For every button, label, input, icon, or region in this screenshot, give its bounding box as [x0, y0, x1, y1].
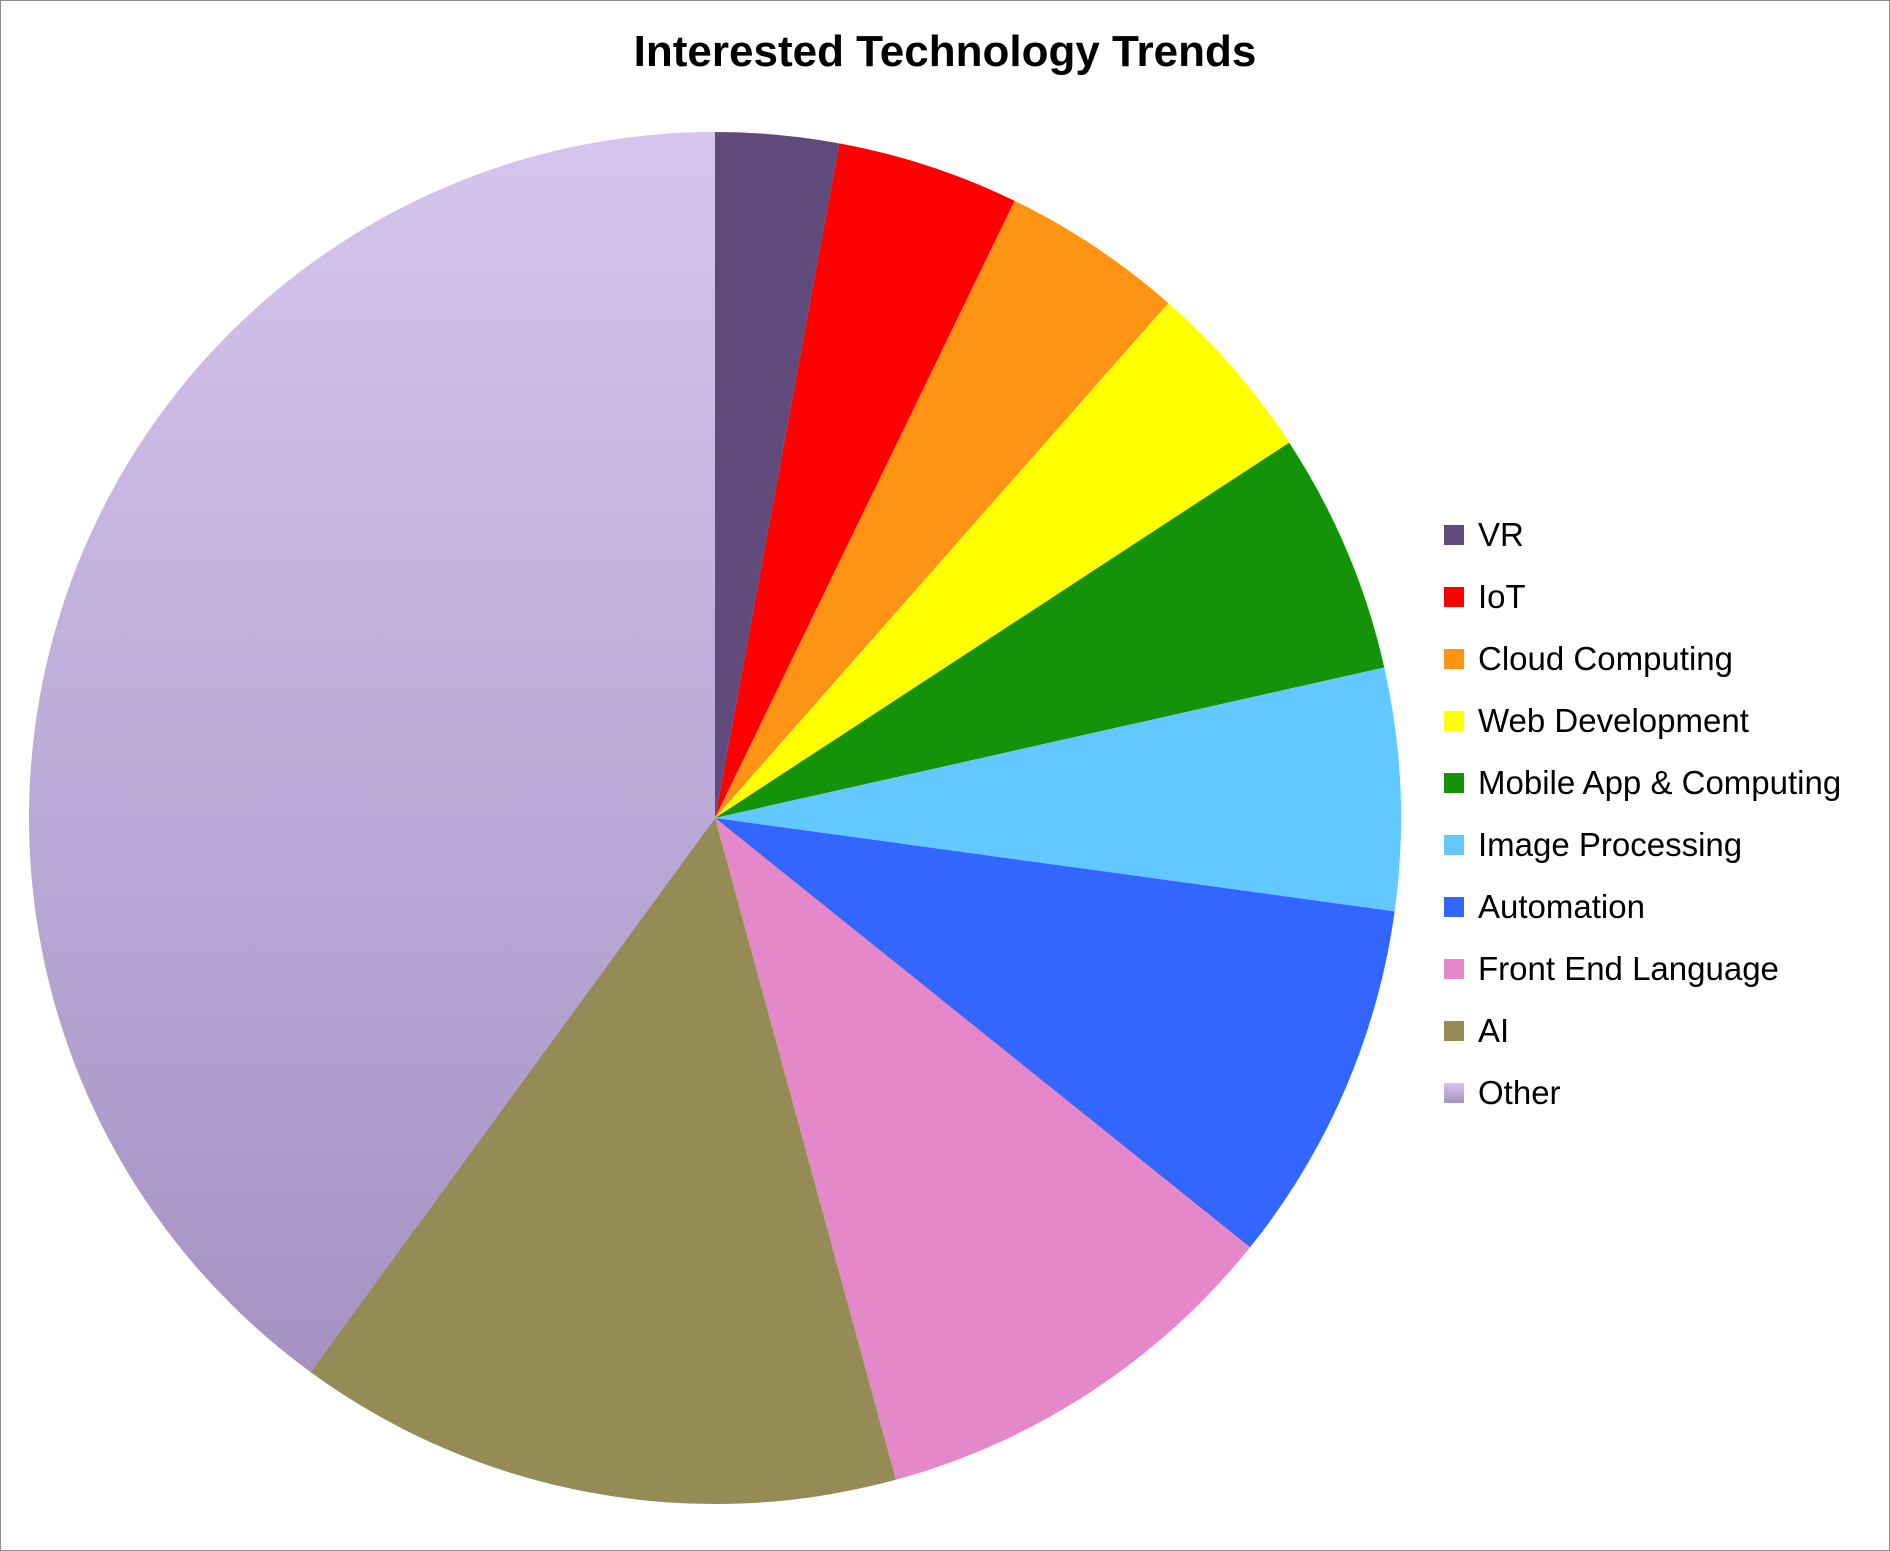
- pie-slice-automation: [715, 818, 1395, 1248]
- legend-swatch: [1444, 525, 1464, 545]
- legend-item-mobile-app-computing: Mobile App & Computing: [1444, 752, 1841, 814]
- legend-swatch: [1444, 835, 1464, 855]
- pie-slice-ai: [310, 818, 896, 1504]
- legend-item-image-processing: Image Processing: [1444, 814, 1841, 876]
- chart-title: Interested Technology Trends: [633, 27, 1257, 76]
- pie-slice-iot: [715, 143, 1015, 818]
- legend-swatch: [1444, 773, 1464, 793]
- legend-item-automation: Automation: [1444, 876, 1841, 938]
- legend-item-front-end-language: Front End Language: [1444, 938, 1841, 1000]
- pie-slice-other: [29, 132, 716, 1372]
- legend-swatch: [1444, 649, 1464, 669]
- legend-label: Other: [1478, 1074, 1561, 1111]
- legend-label: Mobile App & Computing: [1478, 764, 1842, 801]
- legend-label: Front End Language: [1478, 950, 1779, 987]
- legend-swatch: [1444, 587, 1464, 607]
- legend-item-cloud-computing: Cloud Computing: [1444, 628, 1841, 690]
- legend-label: Image Processing: [1478, 826, 1743, 863]
- legend-item-web-development: Web Development: [1444, 690, 1841, 752]
- pie-slice-image-processing: [715, 667, 1402, 912]
- legend-item-iot: IoT: [1444, 566, 1841, 628]
- legend-swatch: [1444, 1083, 1464, 1103]
- legend-swatch: [1444, 897, 1464, 917]
- pie-slice-web-development: [715, 303, 1290, 819]
- legend-label: IoT: [1478, 578, 1526, 615]
- legend-item-vr: VR: [1444, 504, 1841, 566]
- legend-swatch: [1444, 1021, 1464, 1041]
- legend-label: VR: [1478, 516, 1524, 553]
- legend-label: Automation: [1478, 888, 1645, 925]
- legend: VR IoT Cloud Computing Web Development Mobil…: [1444, 504, 1841, 1124]
- pie-slice-mobile-app-computing: [715, 442, 1385, 818]
- legend-label: Web Development: [1478, 702, 1749, 739]
- pie-slice-cloud-computing: [715, 200, 1169, 818]
- legend-label: Cloud Computing: [1478, 640, 1733, 677]
- pie-slice-vr: [715, 132, 840, 818]
- legend-item-other: Other: [1444, 1062, 1841, 1124]
- legend-item-ai: AI: [1444, 1000, 1841, 1062]
- legend-swatch: [1444, 959, 1464, 979]
- pie-slice-front-end-language: [715, 818, 1250, 1480]
- legend-label: AI: [1478, 1012, 1510, 1049]
- legend-swatch: [1444, 711, 1464, 731]
